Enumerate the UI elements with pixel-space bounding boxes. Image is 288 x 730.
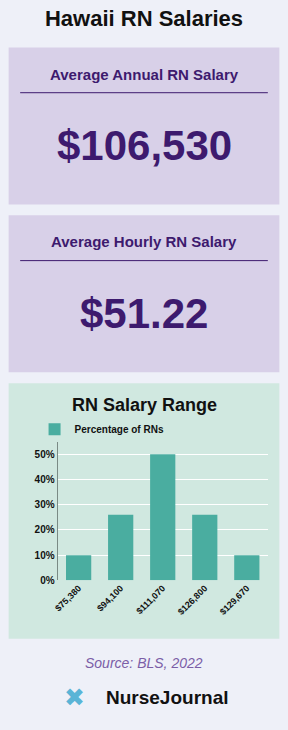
svg-text:$106,530: $106,530 [57,122,232,169]
svg-text:10%: 10% [35,550,55,561]
svg-text:$51.22: $51.22 [80,290,208,337]
svg-text:Percentage of RNs: Percentage of RNs [75,424,164,435]
svg-text:Average Annual RN Salary: Average Annual RN Salary [50,66,239,83]
svg-text:Hawaii RN Salaries: Hawaii RN Salaries [45,6,243,31]
svg-text:$94,100: $94,100 [95,583,125,613]
svg-text:Average Hourly RN Salary: Average Hourly RN Salary [51,233,237,250]
svg-text:30%: 30% [35,499,55,510]
svg-text:$111,070: $111,070 [134,583,167,616]
svg-text:$126,800: $126,800 [176,583,210,617]
svg-text:Source: BLS, 2022: Source: BLS, 2022 [85,655,203,671]
svg-text:RN Salary Range: RN Salary Range [72,395,217,415]
svg-text:0%: 0% [40,575,55,586]
svg-text:NurseJournal: NurseJournal [106,687,228,708]
svg-text:20%: 20% [35,524,55,535]
svg-text:40%: 40% [35,474,55,485]
svg-text:$129,670: $129,670 [218,583,252,617]
svg-text:50%: 50% [35,449,55,460]
svg-text:✖: ✖ [64,683,85,712]
svg-text:$75,380: $75,380 [53,583,83,613]
